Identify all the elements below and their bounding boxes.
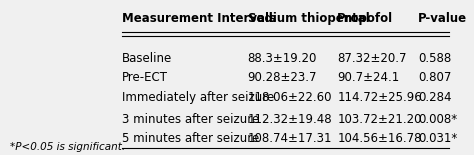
Text: 0.588: 0.588 [418,52,451,65]
Text: Immediately after seizure: Immediately after seizure [122,91,274,104]
Text: 3 minutes after seizure: 3 minutes after seizure [122,113,260,126]
Text: 114.72±25.96: 114.72±25.96 [337,91,422,104]
Text: 112.32±19.48: 112.32±19.48 [248,113,332,126]
Text: 88.3±19.20: 88.3±19.20 [248,52,317,65]
Text: Propofol: Propofol [337,12,393,25]
Text: 0.008*: 0.008* [418,113,457,126]
Text: P-value: P-value [418,12,467,25]
Text: 0.031*: 0.031* [418,132,457,145]
Text: Measurement Intervals: Measurement Intervals [122,12,276,25]
Text: *P<0.05 is significant.: *P<0.05 is significant. [10,142,126,152]
Text: Pre-ECT: Pre-ECT [122,71,168,84]
Text: 108.74±17.31: 108.74±17.31 [248,132,332,145]
Text: 5 minutes after seizure: 5 minutes after seizure [122,132,260,145]
Text: 0.807: 0.807 [418,71,451,84]
Text: 90.28±23.7: 90.28±23.7 [248,71,317,84]
Text: Sodium thiopental: Sodium thiopental [248,12,369,25]
Text: 118.06±22.60: 118.06±22.60 [248,91,332,104]
Text: 90.7±24.1: 90.7±24.1 [337,71,400,84]
Text: Baseline: Baseline [122,52,173,65]
Text: 87.32±20.7: 87.32±20.7 [337,52,407,65]
Text: 104.56±16.78: 104.56±16.78 [337,132,422,145]
Text: 103.72±21.20: 103.72±21.20 [337,113,422,126]
Text: 0.284: 0.284 [418,91,451,104]
